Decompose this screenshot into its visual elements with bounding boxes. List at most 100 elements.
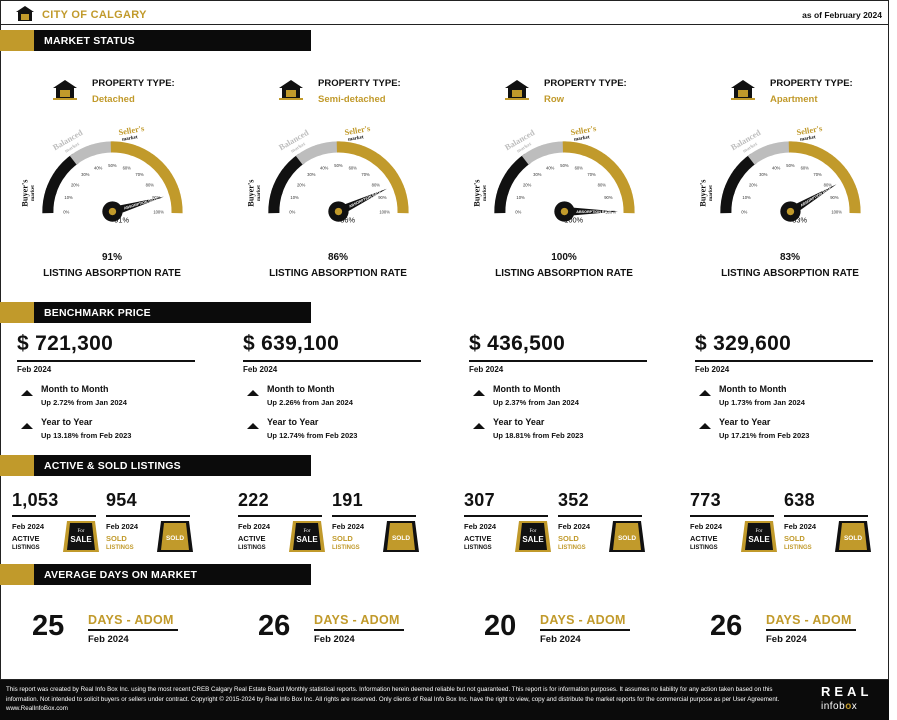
sellers-market-sub: market xyxy=(574,134,591,143)
active-listings-group: 773 Feb 2024 ACTIVE LISTINGS For SALE xyxy=(690,490,786,560)
month-to-month-value: Up 2.72% from Jan 2024 xyxy=(41,398,127,407)
gauge-tick-label: 80% xyxy=(824,182,833,187)
month-to-month-value: Up 1.73% from Jan 2024 xyxy=(719,398,805,407)
needle-percent: 86% xyxy=(340,216,355,225)
sold-sign-icon: SOLD xyxy=(157,521,193,552)
benchmark-card: $ 329,600 Feb 2024 Month to Month Up 1.73% … xyxy=(695,332,895,442)
gauge-tick-label: 100% xyxy=(379,209,390,214)
market-status-card: PROPERTY TYPE: Detached 0% 10% 20% 30% 40% 50% 6… xyxy=(6,72,230,282)
active-label: ACTIVE xyxy=(464,534,492,543)
gauge-tick-label: 100% xyxy=(831,209,842,214)
month-to-month-title: Month to Month xyxy=(719,384,787,394)
gauge-tick-label: 70% xyxy=(135,172,144,177)
days-label: DAYS - ADOM xyxy=(766,613,852,627)
benchmark-card: $ 639,100 Feb 2024 Month to Month Up 2.26% … xyxy=(243,332,443,442)
gauge-tick-label: 40% xyxy=(546,165,555,170)
gauge-segment xyxy=(562,141,588,156)
gauge-tick-label: 10% xyxy=(516,195,525,200)
gauge-segment xyxy=(385,168,406,195)
section-header-market-status: MARKET STATUS xyxy=(0,30,311,51)
listings-label: LISTINGS xyxy=(12,545,40,551)
active-month: Feb 2024 xyxy=(464,522,497,531)
gauge-tick-label: 70% xyxy=(361,172,370,177)
property-type-label: PROPERTY TYPE: xyxy=(770,78,853,89)
gauge-tick-label: 40% xyxy=(320,165,329,170)
year-to-year-title: Year to Year xyxy=(719,417,771,427)
gauge-segment xyxy=(371,153,397,179)
gauge-tick-label: 90% xyxy=(152,195,161,200)
gauge-tick-label: 40% xyxy=(94,165,103,170)
section-header-days-on-market: AVERAGE DAYS ON MARKET xyxy=(0,564,311,585)
gauge-tick-label: 50% xyxy=(334,163,343,168)
gauge-hub-center xyxy=(108,207,117,216)
benchmark-month: Feb 2024 xyxy=(17,365,52,374)
benchmark-card: $ 436,500 Feb 2024 Month to Month Up 2.37% … xyxy=(469,332,669,442)
sold-sign-icon: SOLD xyxy=(609,521,645,552)
gauge-hub-center xyxy=(786,207,795,216)
month-to-month-title: Month to Month xyxy=(267,384,335,394)
up-arrow-icon xyxy=(247,390,259,396)
sold-month: Feb 2024 xyxy=(558,522,591,531)
gauge-tick-label: 30% xyxy=(759,172,768,177)
gauge-segment xyxy=(110,141,136,156)
benchmark-price: $ 721,300 xyxy=(17,332,114,355)
gauge-segment xyxy=(168,188,183,214)
gauge-needle xyxy=(788,184,837,216)
price-underline xyxy=(243,360,421,362)
days-month: Feb 2024 xyxy=(766,634,807,645)
absorption-rate-label: LISTING ABSORPTION RATE xyxy=(495,268,633,279)
listings-label: LISTINGS xyxy=(238,545,266,551)
gauge-tick-label: 10% xyxy=(742,195,751,200)
active-label: ACTIVE xyxy=(690,534,718,543)
gauge-tick-label: 80% xyxy=(146,182,155,187)
absorption-gauge: 0% 10% 20%30% 40% 50% 60%70%80% 90% 100% Buyer's… xyxy=(699,124,861,225)
gauge-segment xyxy=(145,153,171,179)
absorption-gauge: 0% 10% 20%30% 40% 50% 60%70%80% 90% 100% Buyer's… xyxy=(473,124,635,225)
gauge-segment xyxy=(747,144,774,165)
svg-text:SALE: SALE xyxy=(296,535,318,544)
sold-label: SOLD xyxy=(332,534,353,543)
needle-percent: 100% xyxy=(564,216,583,225)
days-month: Feb 2024 xyxy=(314,634,355,645)
active-month: Feb 2024 xyxy=(12,522,45,531)
gauge-tick-label: 20% xyxy=(71,182,80,187)
svg-text:SOLD: SOLD xyxy=(166,535,184,542)
active-month: Feb 2024 xyxy=(238,522,271,531)
property-house-icon xyxy=(505,80,529,100)
gauge-tick-label: 20% xyxy=(297,182,306,187)
svg-text:For: For xyxy=(304,529,311,534)
days-underline xyxy=(766,629,856,631)
sold-sign-icon: SOLD xyxy=(383,521,419,552)
count-underline xyxy=(332,515,416,517)
svg-text:SALE: SALE xyxy=(522,535,544,544)
year-to-year-title: Year to Year xyxy=(267,417,319,427)
buyers-market-label: Buyer's xyxy=(473,179,482,207)
active-month: Feb 2024 xyxy=(690,522,723,531)
up-arrow-icon xyxy=(21,390,33,396)
days-on-market-card: 26 DAYS - ADOM Feb 2024 xyxy=(258,610,458,650)
sold-listings-group: 954 Feb 2024 SOLD LISTINGS SOLD xyxy=(106,490,202,560)
gauge-segment xyxy=(823,153,849,179)
gauge-tick-label: 50% xyxy=(786,163,795,168)
gauge-segment xyxy=(732,153,757,179)
active-listings-count: 222 xyxy=(238,490,269,510)
needle-label: ABSORPTION RATE xyxy=(123,197,159,211)
benchmark-month: Feb 2024 xyxy=(695,365,730,374)
gauge-tick-label: 30% xyxy=(533,172,542,177)
gauge-segment xyxy=(280,153,305,179)
property-type-value: Row xyxy=(544,94,565,105)
benchmark-month: Feb 2024 xyxy=(243,365,278,374)
gauge-hub-center xyxy=(560,207,569,216)
days-month: Feb 2024 xyxy=(540,634,581,645)
absorption-gauge: 0% 10% 20%30% 40% 50% 60%70%80% 90% 100% Buyer's… xyxy=(247,124,409,225)
absorption-rate-label: LISTING ABSORPTION RATE xyxy=(269,268,407,279)
section-title: BENCHMARK PRICE xyxy=(34,302,311,323)
buyers-market-sub: market xyxy=(482,185,488,201)
svg-text:For: For xyxy=(756,529,763,534)
buyers-market-label: Buyer's xyxy=(247,179,256,207)
count-underline xyxy=(464,515,548,517)
active-listings-group: 222 Feb 2024 ACTIVE LISTINGS For SALE xyxy=(238,490,334,560)
sold-listings-count: 352 xyxy=(558,490,589,510)
